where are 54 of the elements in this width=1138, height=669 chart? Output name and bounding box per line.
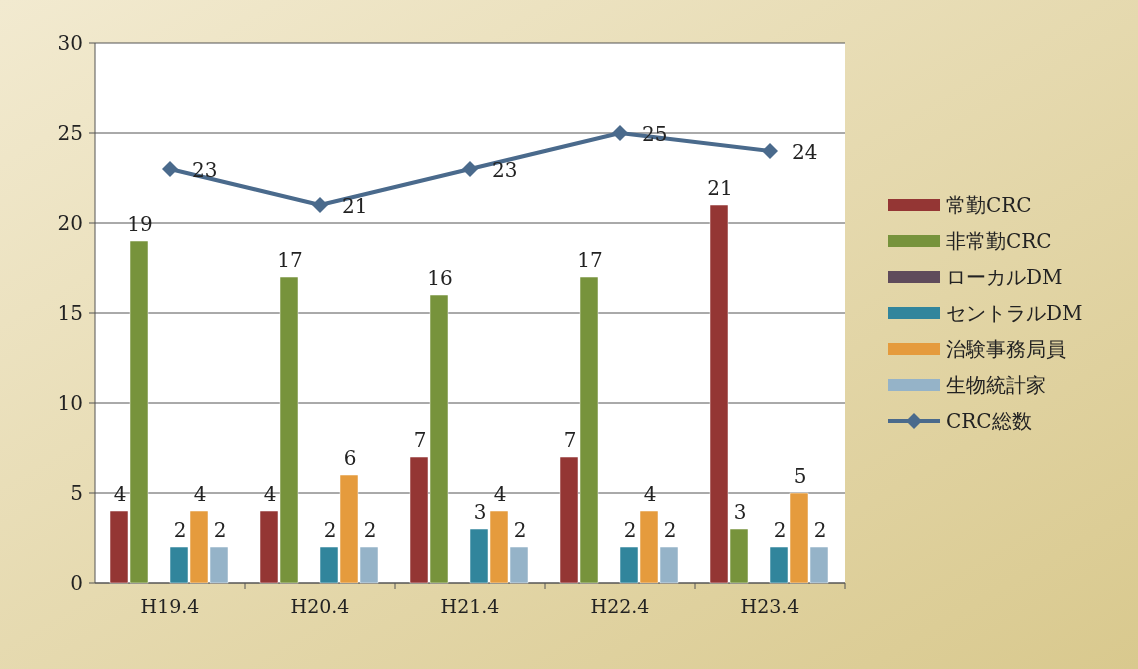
data-label: 7 <box>413 428 427 452</box>
y-tick-label: 30 <box>57 31 83 55</box>
point <box>162 161 178 177</box>
y-tick-label: 5 <box>70 481 83 505</box>
data-label: 24 <box>792 140 818 164</box>
data-label: 21 <box>342 194 368 218</box>
x-tick-label: H22.4 <box>590 595 650 617</box>
legend-label: ローカルDM <box>946 265 1063 289</box>
data-label: 21 <box>707 176 733 200</box>
data-label: 17 <box>577 248 603 272</box>
data-label: 5 <box>793 464 807 488</box>
data-label: 16 <box>427 266 453 290</box>
data-label: 4 <box>193 482 207 506</box>
point <box>312 197 328 213</box>
y-tick-label: 15 <box>57 301 83 325</box>
data-label: 2 <box>213 518 227 542</box>
y-tick-label: 10 <box>57 391 83 415</box>
x-tick-label: H20.4 <box>290 595 350 617</box>
legend-label: 常勤CRC <box>946 193 1032 217</box>
x-tick-label: H19.4 <box>140 595 200 617</box>
data-label: 7 <box>563 428 577 452</box>
x-tick-label: H23.4 <box>740 595 800 617</box>
data-label: 4 <box>493 482 507 506</box>
data-label: 6 <box>343 446 357 470</box>
point <box>762 143 778 159</box>
data-label: 23 <box>192 158 218 182</box>
data-label: 19 <box>127 212 153 236</box>
x-tick-label: H21.4 <box>440 595 500 617</box>
data-label: 2 <box>363 518 377 542</box>
data-label: 4 <box>113 482 127 506</box>
legend-label: 生物統計家 <box>946 373 1046 397</box>
legend-label: CRC総数 <box>946 409 1032 433</box>
data-label: 2 <box>623 518 637 542</box>
data-label: 2 <box>323 518 337 542</box>
data-label: 2 <box>663 518 677 542</box>
data-label: 2 <box>773 518 787 542</box>
y-tick-label: 20 <box>57 211 83 235</box>
point <box>612 125 628 141</box>
legend-label: 非常勤CRC <box>946 229 1052 253</box>
data-label: 4 <box>643 482 657 506</box>
data-label: 3 <box>473 500 487 524</box>
data-label: 23 <box>492 158 518 182</box>
legend-label: セントラルDM <box>946 301 1083 325</box>
y-tick-label: 0 <box>70 571 83 595</box>
data-label: 17 <box>277 248 303 272</box>
data-label: 25 <box>642 122 668 146</box>
data-label: 2 <box>513 518 527 542</box>
legend-label: 治験事務局員 <box>946 337 1066 361</box>
data-label: 3 <box>733 500 747 524</box>
data-label: 2 <box>813 518 827 542</box>
point <box>462 161 478 177</box>
y-tick-label: 25 <box>57 121 83 145</box>
data-label: 4 <box>263 482 277 506</box>
data-label: 2 <box>173 518 187 542</box>
